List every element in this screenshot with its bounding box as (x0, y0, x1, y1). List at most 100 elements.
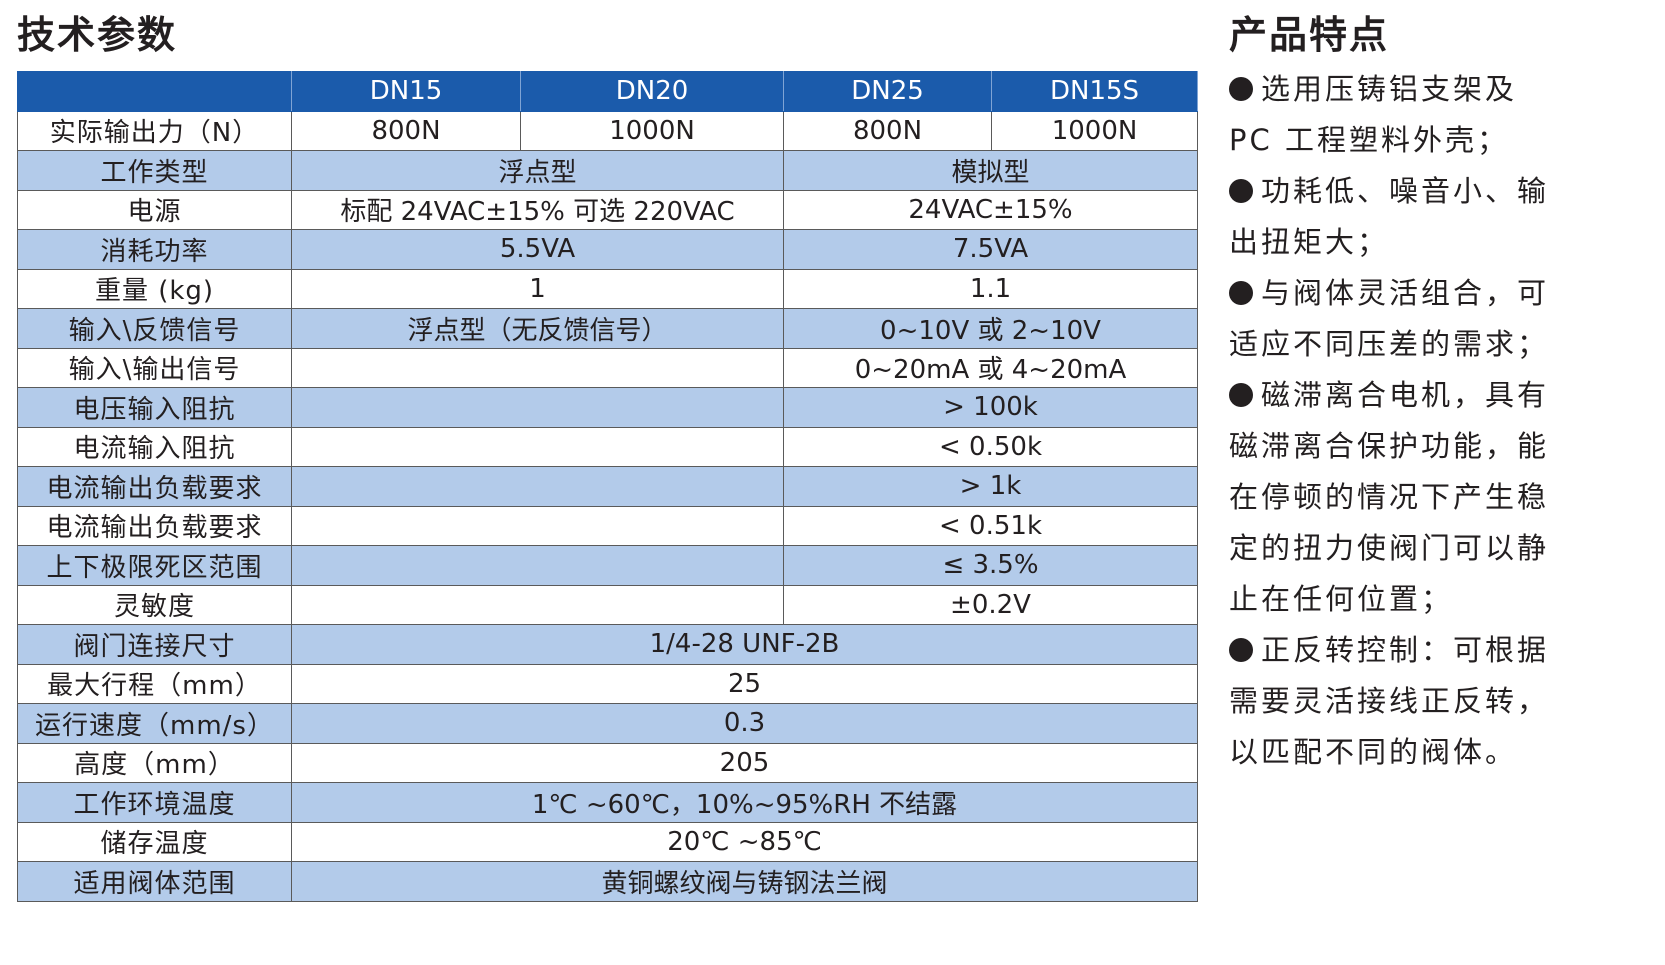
row-label: 上下极限死区范围 (17, 545, 292, 586)
table-row: 电源 标配 24VAC±15% 可选 220VAC 24VAC±15% (17, 189, 1198, 230)
spec-title: 技术参数 (17, 13, 178, 57)
bullet-icon (1229, 77, 1253, 101)
row-label: 电压输入阻抗 (17, 387, 292, 428)
feature-text: 选用压铸铝支架及PC 工程塑料外壳； (1229, 72, 1518, 157)
table-row: 重量 (kg) 1 1.1 (17, 268, 1198, 309)
bullet-icon (1229, 179, 1253, 203)
table-row: 消耗功率 5.5VA 7.5VA (17, 229, 1198, 270)
row-label: 输入\反馈信号 (17, 308, 292, 349)
table-row: 储存温度 20℃ ~85℃ (17, 821, 1198, 862)
row-label: 消耗功率 (17, 229, 292, 270)
row-value: 205 (291, 742, 1198, 783)
row-value: 1.1 (783, 268, 1198, 309)
row-value: 7.5VA (783, 229, 1198, 270)
header-dn20: DN20 (520, 71, 784, 112)
row-value: 标配 24VAC±15% 可选 220VAC (291, 189, 784, 230)
row-label: 灵敏度 (17, 584, 292, 625)
features-list: 选用压铸铝支架及PC 工程塑料外壳； 功耗低、噪音小、输出扭矩大； 与阀体灵活组合，… (1229, 64, 1559, 778)
table-row: 电流输出负载要求 < 0.51k (17, 505, 1198, 546)
feature-text: 磁滞离合电机，具有磁滞离合保护功能，能在停顿的情况下产生稳定的扭力使阀门可以静止… (1229, 378, 1550, 616)
features-title: 产品特点 (1229, 13, 1390, 57)
row-value: 1000N (520, 110, 784, 151)
row-value (291, 347, 784, 388)
row-value (291, 505, 784, 546)
feature-text: 正反转控制：可根据需要灵活接线正反转，以匹配不同的阀体。 (1229, 633, 1550, 769)
table-row: 阀门连接尺寸 1/4-28 UNF-2B (17, 624, 1198, 665)
row-value: 黄铜螺纹阀与铸钢法兰阀 (291, 861, 1198, 902)
row-label: 电流输入阻抗 (17, 426, 292, 467)
row-label: 运行速度（mm/s） (17, 703, 292, 744)
row-value: 浮点型（无反馈信号） (291, 308, 784, 349)
feature-item: 磁滞离合电机，具有磁滞离合保护功能，能在停顿的情况下产生稳定的扭力使阀门可以静止… (1229, 370, 1559, 625)
header-dn15: DN15 (291, 71, 521, 112)
row-value: > 100k (783, 387, 1198, 428)
row-value: 1℃ ~60℃，10%~95%RH 不结露 (291, 782, 1198, 823)
table-row: 灵敏度 ±0.2V (17, 584, 1198, 625)
row-label: 重量 (kg) (17, 268, 292, 309)
feature-text: 功耗低、噪音小、输出扭矩大； (1229, 174, 1550, 259)
row-value: ≤ 3.5% (783, 545, 1198, 586)
table-row: 输入\反馈信号 浮点型（无反馈信号） 0~10V 或 2~10V (17, 308, 1198, 349)
row-label: 工作环境温度 (17, 782, 292, 823)
row-value (291, 387, 784, 428)
table-row: 最大行程（mm） 25 (17, 663, 1198, 704)
row-label: 电流输出负载要求 (17, 466, 292, 507)
table-row: 工作环境温度 1℃ ~60℃，10%~95%RH 不结露 (17, 782, 1198, 823)
spec-table: DN15 DN20 DN25 DN15S 实际输出力（N） 800N 1000N 80… (17, 71, 1198, 902)
row-value (291, 545, 784, 586)
feature-item: 与阀体灵活组合，可适应不同压差的需求； (1229, 268, 1559, 370)
table-row: 运行速度（mm/s） 0.3 (17, 703, 1198, 744)
row-label: 输入\输出信号 (17, 347, 292, 388)
table-row: 输入\输出信号 0~20mA 或 4~20mA (17, 347, 1198, 388)
table-row: 适用阀体范围 黄铜螺纹阀与铸钢法兰阀 (17, 861, 1198, 902)
row-label: 高度（mm） (17, 742, 292, 783)
feature-text: 与阀体灵活组合，可适应不同压差的需求； (1229, 276, 1550, 361)
row-value: 20℃ ~85℃ (291, 821, 1198, 862)
row-label: 储存温度 (17, 821, 292, 862)
row-value: 800N (783, 110, 992, 151)
row-value: 1000N (991, 110, 1198, 151)
table-row: 工作类型 浮点型 模拟型 (17, 150, 1198, 191)
row-value (291, 584, 784, 625)
row-value: 0~10V 或 2~10V (783, 308, 1198, 349)
row-value: 24VAC±15% (783, 189, 1198, 230)
table-row: 电流输出负载要求 > 1k (17, 466, 1198, 507)
table-header-row: DN15 DN20 DN25 DN15S (17, 71, 1198, 112)
row-value: < 0.51k (783, 505, 1198, 546)
table-row: 电压输入阻抗 > 100k (17, 387, 1198, 428)
row-value: < 0.50k (783, 426, 1198, 467)
row-label: 电流输出负载要求 (17, 505, 292, 546)
row-value: 1/4-28 UNF-2B (291, 624, 1198, 665)
row-label: 实际输出力（N） (17, 110, 292, 151)
table-row: 上下极限死区范围 ≤ 3.5% (17, 545, 1198, 586)
bullet-icon (1229, 281, 1253, 305)
bullet-icon (1229, 638, 1253, 662)
table-row: 高度（mm） 205 (17, 742, 1198, 783)
table-row: 实际输出力（N） 800N 1000N 800N 1000N (17, 110, 1198, 151)
row-value: 5.5VA (291, 229, 784, 270)
row-value (291, 466, 784, 507)
row-value: 800N (291, 110, 521, 151)
feature-item: 正反转控制：可根据需要灵活接线正反转，以匹配不同的阀体。 (1229, 625, 1559, 778)
row-label: 最大行程（mm） (17, 663, 292, 704)
header-dn25: DN25 (783, 71, 992, 112)
feature-item: 功耗低、噪音小、输出扭矩大； (1229, 166, 1559, 268)
row-value (291, 426, 784, 467)
header-corner-cell (17, 71, 292, 112)
row-value: ±0.2V (783, 584, 1198, 625)
feature-item: 选用压铸铝支架及PC 工程塑料外壳； (1229, 64, 1559, 166)
row-value: 浮点型 (291, 150, 784, 191)
row-value: 1 (291, 268, 784, 309)
row-label: 工作类型 (17, 150, 292, 191)
row-label: 适用阀体范围 (17, 861, 292, 902)
row-label: 电源 (17, 189, 292, 230)
row-value: 模拟型 (783, 150, 1198, 191)
bullet-icon (1229, 383, 1253, 407)
table-row: 电流输入阻抗 < 0.50k (17, 426, 1198, 467)
header-dn15s: DN15S (991, 71, 1198, 112)
row-label: 阀门连接尺寸 (17, 624, 292, 665)
row-value: > 1k (783, 466, 1198, 507)
row-value: 25 (291, 663, 1198, 704)
row-value: 0.3 (291, 703, 1198, 744)
row-value: 0~20mA 或 4~20mA (783, 347, 1198, 388)
